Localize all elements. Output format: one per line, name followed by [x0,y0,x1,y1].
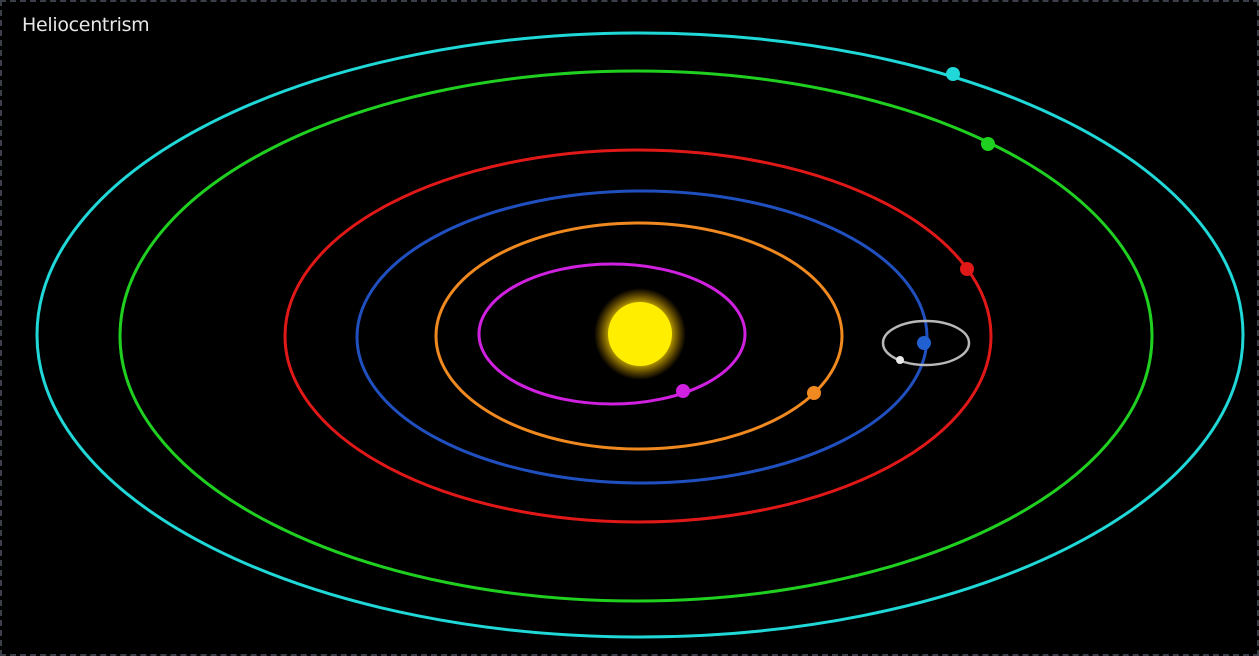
orbit-2 [434,221,844,451]
orbit-1 [477,262,747,406]
planet-5 [981,137,995,151]
moon [896,356,904,364]
orbit-5 [118,69,1154,603]
sun [608,302,672,366]
orbit-6 [35,31,1245,639]
planet-4 [960,262,974,276]
diagram-title: Heliocentrism [22,14,150,36]
planet-2 [807,386,821,400]
orbit-4 [283,148,993,524]
planet-3 [917,336,931,350]
moon-orbit [881,319,971,367]
planet-6 [946,67,960,81]
planet-1 [676,384,690,398]
